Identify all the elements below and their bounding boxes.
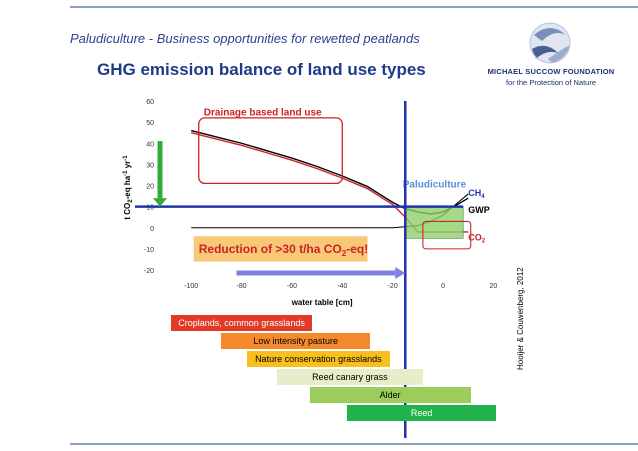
arrow-head <box>153 198 167 207</box>
x-tick-label: -40 <box>337 283 347 290</box>
land-use-bar: Croplands, common grasslands <box>171 315 313 331</box>
y-tick-label: 50 <box>146 120 154 127</box>
right-arrow-icon <box>236 267 406 279</box>
x-tick-label: -60 <box>287 283 297 290</box>
bottom-divider <box>70 443 638 445</box>
foundation-logo-icon <box>529 22 571 64</box>
land-use-bar: Reed <box>347 405 496 421</box>
y-axis-label: t CO2-eq ha-1 yr-1 <box>123 155 134 220</box>
paludiculture-label: Paludiculture <box>403 180 467 191</box>
land-use-bar: Alder <box>309 387 471 403</box>
x-tick-label: 20 <box>490 283 498 290</box>
land-use-bar: Low intensity pasture <box>221 333 370 349</box>
y-tick-label: -20 <box>144 268 154 275</box>
co2-legend-label: CO2 <box>468 232 486 244</box>
arrow-head <box>395 267 406 279</box>
down-arrow-icon <box>153 141 167 207</box>
y-tick-label: 10 <box>146 205 154 212</box>
reduction-label: Reduction of >30 t/ha CO2-eq! <box>199 242 368 258</box>
land-use-bar: Reed canary grass <box>276 369 423 385</box>
y-tick-label: 60 <box>146 99 154 106</box>
logo-tagline: for the Protection of Nature <box>505 78 597 87</box>
ch4-legend-label: CH4 <box>468 188 485 200</box>
top-divider <box>70 6 638 8</box>
gwp-legend-label: GWP <box>468 205 490 215</box>
y-tick-label: 20 <box>146 184 154 191</box>
co2-drop-box <box>422 220 472 250</box>
drainage-label: Drainage based land use <box>204 108 322 119</box>
citation: Hooijer & Couwenberg, 2012 <box>516 267 525 370</box>
x-axis-label: water table [cm] <box>291 298 353 307</box>
x-tick-label: -80 <box>236 283 246 290</box>
logo-name: MICHAEL SUCCOW FOUNDATION <box>487 67 615 76</box>
page-title: GHG emission balance of land use types <box>97 60 426 79</box>
x-tick-label: -20 <box>388 283 398 290</box>
x-tick-label: 0 <box>441 283 445 290</box>
y-tick-label: 0 <box>150 226 154 233</box>
y-tick-label: 30 <box>146 162 154 169</box>
y-tick-label: -10 <box>144 247 154 254</box>
drainage-box <box>198 117 343 185</box>
x-tick-label: -100 <box>184 283 198 290</box>
paludiculture-box <box>404 206 464 239</box>
y-tick-label: 40 <box>146 141 154 148</box>
land-use-bar: Nature conservation grasslands <box>246 351 391 367</box>
header-title: Paludiculture - Business opportunities f… <box>70 31 420 46</box>
reduction-label-box <box>193 236 368 262</box>
